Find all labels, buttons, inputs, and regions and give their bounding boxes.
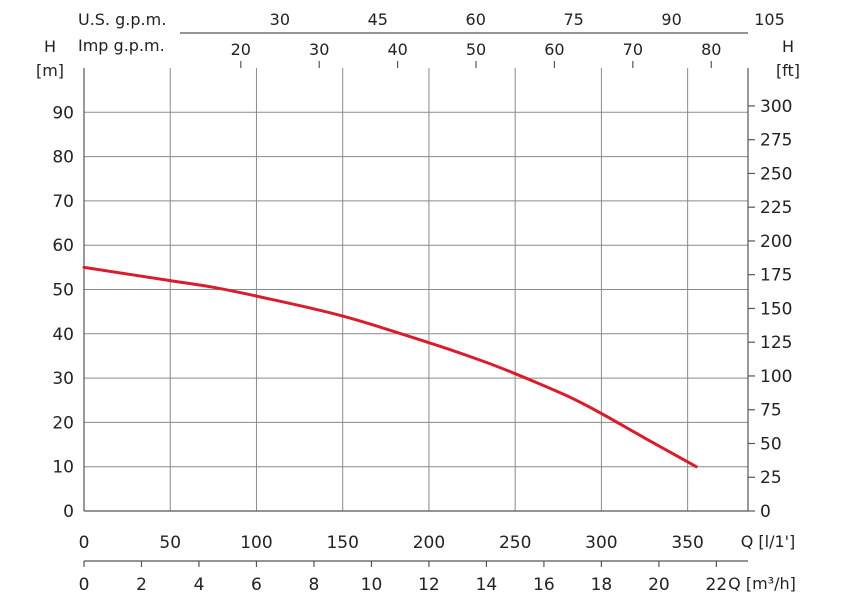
right-tick-label: 25 (760, 468, 782, 488)
imp-gpm-tick-label: 70 (623, 40, 643, 59)
right-tick-label: 0 (760, 502, 771, 522)
right-tick-label: 150 (760, 299, 792, 319)
m3h-tick-label: 20 (648, 575, 670, 595)
us-gpm-tick-label: 105 (754, 10, 785, 29)
m3h-tick-label: 0 (79, 575, 90, 595)
right-axis-label-h: H (782, 37, 794, 56)
right-tick-label: 275 (760, 131, 792, 151)
us-gpm-tick-label: 90 (661, 10, 681, 29)
right-tick-label: 175 (760, 266, 792, 286)
m3h-tick-label: 10 (361, 575, 383, 595)
imp-gpm-tick-label: 40 (387, 40, 407, 59)
left-tick-label: 10 (52, 458, 74, 478)
right-tick-label: 75 (760, 401, 782, 421)
m3h-tick-label: 2 (136, 575, 147, 595)
m3h-tick-label: 14 (476, 575, 498, 595)
left-tick-label: 50 (52, 281, 74, 301)
left-tick-label: 70 (52, 192, 74, 212)
performance-curve (82, 265, 698, 469)
left-tick-label: 40 (52, 325, 74, 345)
right-tick-label: 100 (760, 367, 792, 387)
right-tick-label: 250 (760, 164, 792, 184)
us-gpm-tick-label: 45 (368, 10, 388, 29)
tick-labels: 0102030405060708090025507510012515017520… (52, 10, 792, 595)
x-axis-label-lmin: Q [l/1'] (741, 532, 796, 551)
m3h-tick-label: 22 (706, 575, 728, 595)
m3h-tick-label: 16 (533, 575, 555, 595)
m3h-tick-label: 6 (251, 575, 262, 595)
right-tick-label: 200 (760, 232, 792, 252)
top-axis-label-imp: Imp g.p.m. (78, 36, 165, 55)
x-axis-label-m3h: Q [m³/h] (728, 574, 796, 593)
x-tick-label: 50 (159, 533, 181, 553)
imp-gpm-tick-label: 30 (309, 40, 329, 59)
right-tick-label: 225 (760, 198, 792, 218)
m3h-tick-label: 4 (194, 575, 205, 595)
left-tick-label: 20 (52, 413, 74, 433)
left-tick-label: 90 (52, 103, 74, 123)
left-tick-label: 60 (52, 236, 74, 256)
left-tick-label: 0 (63, 502, 74, 522)
m3h-tick-label: 8 (309, 575, 320, 595)
imp-gpm-tick-label: 60 (544, 40, 564, 59)
us-gpm-tick-label: 60 (466, 10, 486, 29)
x-tick-label: 300 (585, 533, 617, 553)
x-tick-label: 100 (240, 533, 272, 553)
x-tick-label: 0 (79, 533, 90, 553)
x-tick-label: 200 (413, 533, 445, 553)
us-gpm-tick-label: 75 (563, 10, 583, 29)
us-gpm-tick-label: 30 (270, 10, 290, 29)
imp-gpm-tick-label: 80 (701, 40, 721, 59)
right-tick-label: 50 (760, 434, 782, 454)
axes (83, 32, 755, 567)
imp-gpm-tick-label: 20 (231, 40, 251, 59)
m3h-tick-label: 18 (591, 575, 613, 595)
x-tick-label: 250 (499, 533, 531, 553)
m3h-tick-label: 12 (418, 575, 440, 595)
left-axis-label-h: H (44, 37, 56, 56)
right-tick-label: 300 (760, 97, 792, 117)
left-tick-label: 30 (52, 369, 74, 389)
x-tick-label: 150 (326, 533, 358, 553)
left-axis-label-unit: [m] (36, 61, 64, 80)
x-tick-label: 350 (671, 533, 703, 553)
left-tick-label: 80 (52, 148, 74, 168)
right-axis-label-unit: [ft] (776, 61, 800, 80)
imp-gpm-tick-label: 50 (466, 40, 486, 59)
grid (83, 68, 748, 512)
series-layer (82, 265, 698, 469)
right-tick-label: 125 (760, 333, 792, 353)
top-axis-label-us: U.S. g.p.m. (78, 10, 166, 29)
